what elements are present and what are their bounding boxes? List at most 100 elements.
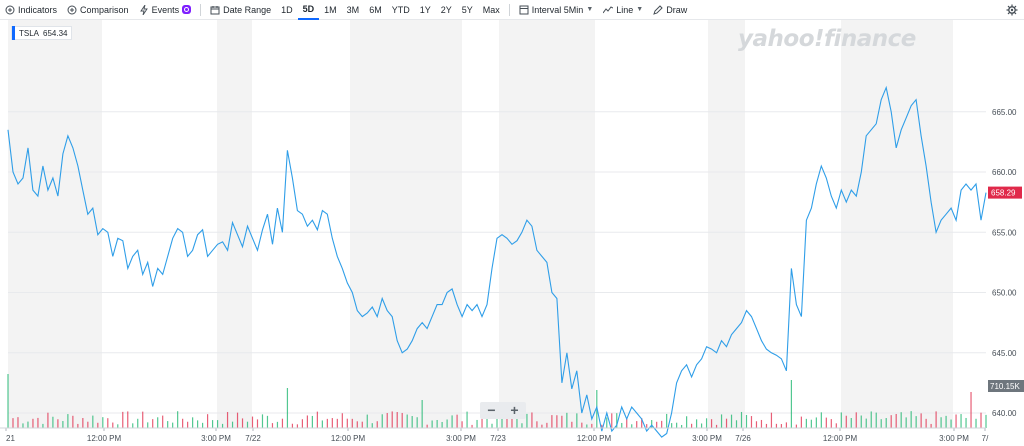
draw-button[interactable]: Draw <box>648 0 692 20</box>
volume-bar <box>256 419 259 428</box>
price-chart[interactable]: 665.00 660.00 655.00 650.00 645.00 640.00 658.… <box>0 20 1024 446</box>
volume-bar <box>651 420 653 428</box>
zoom-in-button[interactable]: + <box>510 402 519 418</box>
zoom-out-button[interactable]: − <box>487 402 496 418</box>
volume-bar <box>835 423 837 428</box>
volume-bar <box>117 424 119 428</box>
date-range-button[interactable]: Date Range <box>205 0 276 20</box>
chart-toolbar: Indicators Comparison Events Date Range … <box>0 0 1024 20</box>
volume-bar <box>147 422 149 428</box>
legend-value: 654.34 <box>43 28 68 38</box>
volume-bar <box>491 423 493 428</box>
volume-bar <box>581 422 583 428</box>
events-button[interactable]: Events <box>134 0 197 20</box>
volume-bar <box>770 412 773 428</box>
volume-bar <box>656 421 658 428</box>
gear-icon[interactable] <box>1006 4 1018 16</box>
volume-bar <box>371 423 373 428</box>
volume-bar <box>985 414 987 428</box>
x-tick-label: 7/ <box>982 434 989 443</box>
volume-bar <box>57 419 59 428</box>
volume-bar <box>800 416 802 428</box>
add-circle-icon <box>67 5 77 14</box>
volume-bar <box>855 412 857 428</box>
volume-bar <box>366 414 368 428</box>
comparison-button[interactable]: Comparison <box>62 0 134 20</box>
volume-bar <box>631 424 633 428</box>
volume-bar <box>790 380 792 428</box>
volume-bar <box>661 420 663 428</box>
volume-bar <box>805 418 807 428</box>
pencil-icon <box>653 4 663 15</box>
y-tick-label: 665.00 <box>992 108 1017 117</box>
symbol-legend[interactable]: TSLA 654.34 <box>11 26 73 40</box>
volume-bar <box>391 411 393 428</box>
volume-bar <box>890 415 892 428</box>
range-button-5y[interactable]: 5Y <box>461 4 473 15</box>
volume-bar <box>187 421 189 428</box>
volume-bar <box>636 421 638 428</box>
volume-bar <box>376 421 378 428</box>
volume-bar <box>12 418 14 428</box>
volume-bar <box>980 412 982 428</box>
toolbar-divider <box>200 3 202 16</box>
volume-bar <box>571 421 573 428</box>
price-line <box>7 85 987 438</box>
range-button-ytd[interactable]: YTD <box>391 4 410 15</box>
chevron-down-icon: ▼ <box>636 6 644 13</box>
volume-bar <box>321 420 323 428</box>
range-button-5d[interactable]: 5D <box>297 0 320 20</box>
events-badge-icon <box>182 5 192 14</box>
volume-bar <box>346 418 348 428</box>
session-bands <box>8 20 953 428</box>
volume-bar <box>47 412 49 428</box>
range-button-1m[interactable]: 1M <box>324 4 337 15</box>
volume-bar <box>251 416 254 428</box>
volume-bar <box>451 415 453 428</box>
indicators-button[interactable]: Indicators <box>0 0 62 20</box>
volume-bar <box>92 415 94 428</box>
range-button-3m[interactable]: 3M <box>346 4 360 15</box>
volume-bar <box>381 414 383 428</box>
volume-bar <box>785 422 788 428</box>
volume-bar <box>860 415 862 428</box>
chart-type-dropdown[interactable]: Line ▼ <box>598 0 648 20</box>
x-tick-label: 12:00 PM <box>87 434 122 443</box>
session-band <box>708 20 745 428</box>
add-circle-icon <box>5 5 15 14</box>
volume-bar <box>416 417 418 428</box>
range-button-1y[interactable]: 1Y <box>419 4 431 15</box>
volume-bar <box>646 424 648 428</box>
chart-type-label: Line <box>616 4 634 15</box>
volume-bar <box>27 421 29 428</box>
volume-bar <box>241 418 244 428</box>
volume-bar <box>715 424 718 428</box>
range-selector: 1D 5D 1M 3M 6M YTD 1Y 2Y 5Y Max <box>276 0 505 20</box>
indicators-label: Indicators <box>18 4 58 15</box>
volume-bar <box>810 419 812 428</box>
interval-icon <box>519 5 529 14</box>
volume-bar <box>960 414 962 428</box>
x-tick-label: 3:00 PM <box>939 434 969 443</box>
volume-bar <box>815 417 817 428</box>
volume-bar <box>311 415 313 428</box>
volume-bar <box>496 411 498 428</box>
interval-dropdown[interactable]: Interval 5Min ▼ <box>514 0 598 20</box>
volume-bar <box>955 414 957 428</box>
volume-bar <box>551 415 553 428</box>
range-button-1d[interactable]: 1D <box>281 4 293 15</box>
volume-bar <box>795 424 797 428</box>
y-axis: 665.00 660.00 655.00 650.00 645.00 640.00 658.… <box>988 108 1024 418</box>
range-button-max[interactable]: Max <box>482 4 500 15</box>
volume-bar <box>930 423 932 428</box>
volume-bar <box>965 417 967 428</box>
range-button-2y[interactable]: 2Y <box>440 4 452 15</box>
volume-bar <box>666 413 668 428</box>
volume-bar <box>226 412 229 428</box>
x-tick-label: 12:00 PM <box>577 434 612 443</box>
volume-bar <box>546 422 548 428</box>
lightning-icon <box>139 4 148 15</box>
volume-bar <box>436 419 438 428</box>
session-band <box>499 20 595 428</box>
range-button-6m[interactable]: 6M <box>369 4 382 15</box>
